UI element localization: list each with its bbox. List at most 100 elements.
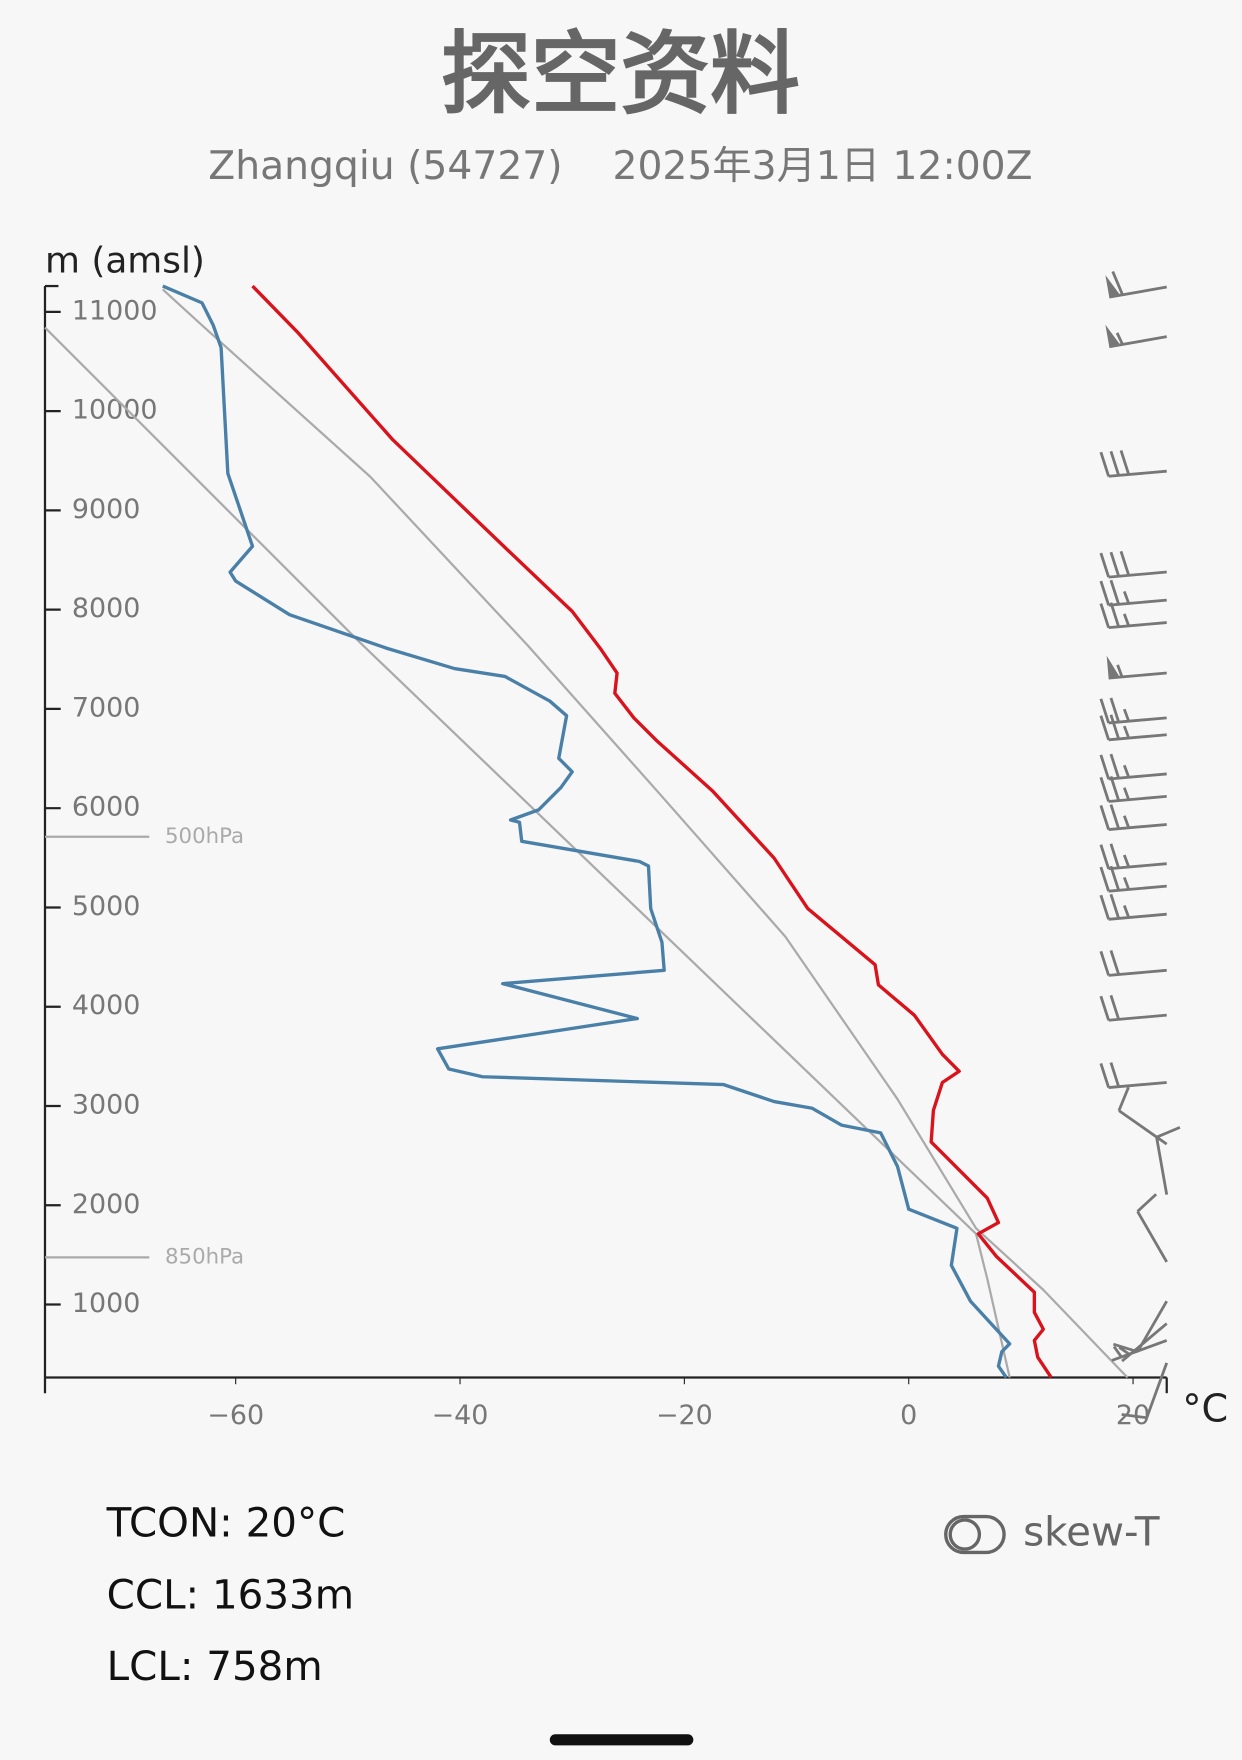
x-tick-label: 0 <box>900 1400 917 1431</box>
y-tick-label: 6000 <box>72 792 140 823</box>
toggle-label[interactable]: skew-T <box>1023 1509 1160 1556</box>
stat-text: TCON: 20°C <box>106 1500 346 1547</box>
wind-barb <box>1112 1300 1168 1354</box>
wind-barb <box>1099 776 1167 803</box>
barb-full <box>1109 450 1121 476</box>
x-tick-label: −60 <box>207 1400 264 1431</box>
barb-full <box>1109 714 1121 740</box>
barb-full <box>1099 1063 1110 1088</box>
barb-full <box>1156 1126 1181 1139</box>
x-axis-label: °C <box>1182 1387 1228 1431</box>
profile-line <box>251 284 1053 1379</box>
barb-half <box>1122 905 1131 919</box>
wind-barb <box>1099 579 1167 607</box>
wind-barb <box>1099 602 1167 630</box>
y-tick-label: 5000 <box>72 891 140 922</box>
barb-half <box>1122 787 1131 801</box>
barb-half <box>1118 1346 1131 1356</box>
wind-barb <box>1099 865 1167 893</box>
wind-barb <box>1099 949 1167 977</box>
barb-full <box>1109 1062 1121 1088</box>
barb-full <box>1109 579 1121 605</box>
barb-half <box>1122 815 1131 829</box>
y-axis-label: m (amsl) <box>45 240 205 281</box>
barb-full <box>1099 776 1110 802</box>
barb-full <box>1119 550 1131 576</box>
wind-barb <box>1121 1362 1169 1420</box>
barb-full <box>1111 270 1124 296</box>
barb-half <box>1122 854 1131 868</box>
barb-full <box>1099 552 1110 578</box>
barb-full <box>1119 449 1131 475</box>
wind-barb <box>1155 1126 1181 1195</box>
barb-half <box>1122 764 1131 778</box>
y-tick-label: 3000 <box>72 1089 140 1120</box>
y-tick-label: 8000 <box>72 593 140 624</box>
x-tick-label: −20 <box>656 1400 713 1431</box>
wind-barb <box>1099 893 1167 921</box>
y-tick-label: 1000 <box>72 1288 140 1319</box>
chart-subtitle: Zhangqiu (54727) 2025年3月1日 12:00Z <box>208 144 1032 189</box>
home-indicator <box>549 1734 694 1746</box>
wind-barb <box>1105 324 1167 349</box>
barb-full <box>1099 844 1110 870</box>
y-tick-label: 7000 <box>72 692 140 723</box>
barb-half <box>1112 1345 1123 1358</box>
barb-full <box>1099 894 1110 920</box>
chart-title: 探空资料 <box>441 23 800 127</box>
wind-barb <box>1099 753 1167 781</box>
toggle-track[interactable] <box>944 1514 1006 1555</box>
barb-full <box>1109 804 1121 830</box>
barb-pennant <box>1105 324 1121 347</box>
toggle-knob[interactable] <box>948 1518 982 1551</box>
y-tick-label: 4000 <box>72 990 140 1021</box>
barb-half <box>1116 664 1124 678</box>
wind-barb <box>1099 550 1167 579</box>
barb-full <box>1109 551 1121 577</box>
wind-barb <box>1099 843 1167 871</box>
wind-barb <box>1099 804 1167 831</box>
barb-full <box>1099 698 1110 724</box>
profile-line <box>162 288 1129 1379</box>
wind-barb <box>1099 449 1167 478</box>
barb-staff <box>1108 671 1167 680</box>
barb-full <box>1109 949 1121 975</box>
barb-staff <box>1136 1300 1168 1353</box>
barb-full <box>1109 697 1121 723</box>
barb-half <box>1122 613 1131 627</box>
skew-toggle[interactable]: skew-T <box>944 1509 1160 1556</box>
stat-text: LCL: 758m <box>107 1643 323 1690</box>
barb-full <box>1109 893 1121 919</box>
barb-full <box>1099 805 1110 830</box>
wind-barb <box>1099 714 1167 742</box>
wind-barb <box>1106 655 1167 680</box>
barb-full <box>1099 995 1110 1021</box>
y-tick-label: 11000 <box>72 295 158 326</box>
barb-full <box>1099 754 1110 780</box>
profile-line <box>44 326 1011 1378</box>
barb-full <box>1099 603 1110 629</box>
wind-barb <box>1105 270 1167 299</box>
y-tick-label: 2000 <box>72 1189 140 1220</box>
barb-full <box>1121 1413 1147 1420</box>
pressure-label: 500hPa <box>165 824 244 849</box>
pressure-label: 850hPa <box>165 1244 244 1269</box>
barb-half <box>1122 708 1131 722</box>
barb-full <box>1099 950 1110 976</box>
barb-pennant <box>1105 275 1121 298</box>
barb-pennant <box>1106 655 1120 679</box>
barb-full <box>1109 865 1121 891</box>
wind-barb <box>1099 1062 1167 1089</box>
wind-barb <box>1136 1193 1168 1263</box>
stat-text: CCL: 1633m <box>107 1571 354 1618</box>
barb-staff <box>1109 285 1167 299</box>
barb-full <box>1136 1193 1158 1213</box>
barb-half <box>1122 876 1131 890</box>
barb-full <box>1117 1086 1130 1112</box>
barb-staff <box>1155 1136 1169 1195</box>
wind-barb <box>1099 697 1167 725</box>
barb-full <box>1109 843 1121 869</box>
profile-line <box>162 284 1012 1379</box>
